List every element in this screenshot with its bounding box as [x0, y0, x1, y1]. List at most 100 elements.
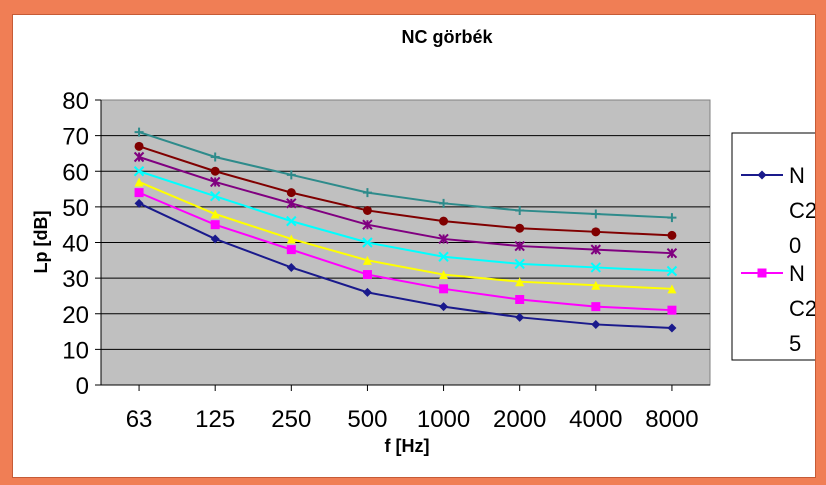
x-axis-label: f [Hz] — [385, 436, 430, 456]
series-4-point — [666, 265, 678, 277]
y-tick-label: 30 — [62, 266, 89, 293]
series-4-point — [286, 215, 297, 227]
series-5-point — [286, 198, 297, 209]
series-4-point — [438, 251, 449, 262]
series-6-line — [138, 145, 672, 237]
legend-label: N — [789, 261, 805, 286]
series-2-point — [667, 305, 677, 315]
gridlines — [101, 135, 710, 350]
series-5 — [133, 151, 678, 259]
series-5-point — [590, 244, 602, 255]
series-3-point — [667, 284, 677, 294]
series-3-point — [515, 277, 525, 287]
series-4-point — [514, 258, 525, 270]
series-1-point — [439, 302, 449, 312]
legend-swatch-marker — [757, 170, 767, 180]
series-2-point — [210, 220, 220, 230]
series-1-point — [591, 319, 601, 329]
y-tick-label: 50 — [62, 195, 89, 222]
series-7-point — [515, 205, 525, 215]
series-1-point — [515, 312, 525, 322]
x-tick-label: 125 — [195, 406, 235, 433]
legend: N C2 0 N C2 5 — [741, 163, 815, 356]
y-tick-label: 80 — [62, 88, 89, 115]
series-4-point — [133, 166, 145, 177]
series-6-point — [210, 166, 220, 176]
legend-swatch-marker — [757, 268, 767, 278]
series-1-point — [134, 198, 144, 208]
x-tick-label: 63 — [126, 406, 153, 433]
series-7-point — [134, 127, 144, 137]
series-3-line — [138, 181, 672, 290]
legend-entry-1: N C2 0 — [741, 163, 815, 258]
y-axis-label: Lp [dB] — [31, 211, 51, 274]
series-6-point — [515, 223, 525, 233]
series-3-point — [439, 270, 449, 280]
y-axis-ticks: 0 10 20 30 40 50 60 70 80 — [62, 88, 101, 400]
series-5-point — [438, 233, 449, 245]
series-3-point — [134, 177, 144, 187]
legend-label: C2 — [789, 296, 815, 321]
y-tick-label: 60 — [62, 159, 89, 186]
series-2-point — [134, 188, 144, 198]
series-3-point — [210, 209, 220, 219]
series-1-point — [286, 262, 296, 272]
series-6-point — [134, 141, 144, 151]
series-5-point — [209, 176, 221, 188]
series-6 — [134, 141, 677, 240]
series-2-point — [439, 284, 449, 294]
series-4-point — [590, 262, 602, 273]
x-tick-label: 500 — [347, 406, 387, 433]
series-5-point — [514, 240, 525, 252]
series-7-point — [210, 152, 220, 162]
series-3-point — [591, 280, 601, 290]
series-7-point — [286, 170, 296, 180]
x-axis-ticks: 63 125 250 500 1000 2000 4000 8000 — [126, 385, 699, 433]
y-tick-label: 0 — [76, 373, 89, 400]
series-4-point — [209, 190, 221, 202]
x-tick-label: 2000 — [493, 406, 546, 433]
series-2-point — [515, 295, 525, 304]
x-tick-label: 4000 — [569, 406, 622, 433]
series-6-point — [286, 188, 296, 198]
legend-entry-2: N C2 5 — [741, 261, 815, 356]
series-2-point — [591, 302, 601, 312]
series-1-point — [667, 323, 677, 333]
series-7-line — [138, 131, 672, 219]
series-3 — [134, 177, 677, 294]
series-5-point — [133, 151, 145, 163]
series-7 — [134, 127, 677, 223]
y-tick-label: 40 — [62, 231, 89, 258]
chart-frame: NC görbék 0 10 20 30 40 50 60 70 80 63 125 250 500 1… — [12, 14, 816, 478]
series-1 — [134, 198, 677, 333]
series-2-point — [362, 270, 372, 280]
x-tick-label: 1000 — [417, 406, 470, 433]
series-1-point — [362, 287, 372, 297]
x-tick-label: 8000 — [645, 406, 698, 433]
legend-box — [731, 132, 815, 361]
series-1-point — [210, 234, 220, 244]
series-3-point — [286, 234, 296, 244]
series-2-point — [286, 245, 296, 255]
x-tick-label: 250 — [271, 406, 311, 433]
series-7-point — [667, 213, 677, 223]
series-5-line — [138, 156, 672, 255]
series-6-point — [362, 205, 372, 215]
series-4 — [133, 166, 678, 277]
series-7-point — [591, 209, 601, 219]
y-tick-label: 20 — [62, 302, 89, 329]
series-5-point — [666, 247, 678, 259]
legend-label: C2 — [789, 198, 815, 223]
series-1-line — [138, 202, 672, 329]
series-6-point — [439, 216, 449, 226]
y-tick-label: 70 — [62, 124, 89, 151]
series-lines — [133, 127, 678, 333]
legend-label: 5 — [789, 331, 801, 356]
series-6-point — [667, 230, 677, 240]
series-6-point — [591, 227, 601, 237]
series-2-line — [138, 191, 672, 312]
series-2 — [134, 188, 677, 315]
series-5-point — [362, 219, 373, 230]
series-4-line — [138, 170, 672, 272]
